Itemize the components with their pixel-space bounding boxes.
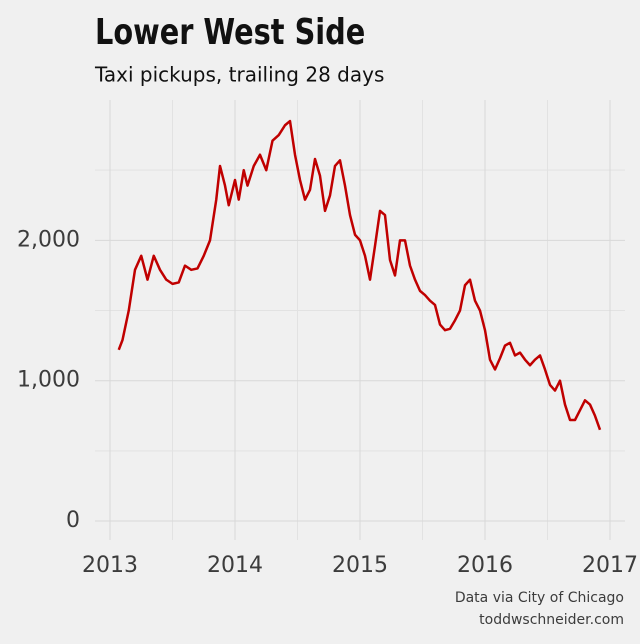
x-tick-label: 2014 [207, 553, 263, 578]
chart-title: Lower West Side [95, 11, 365, 53]
data-line [117, 119, 602, 431]
source-note: Data via City of Chicago [455, 590, 624, 606]
x-tick-label: 2013 [82, 553, 138, 578]
chart-subtitle: Taxi pickups, trailing 28 days [94, 63, 384, 87]
y-tick-label: 0 [66, 508, 80, 533]
x-tick-label: 2015 [332, 553, 388, 578]
y-tick-label: 2,000 [17, 227, 80, 252]
x-tick-label: 2017 [582, 553, 638, 578]
y-tick-label: 1,000 [17, 368, 80, 393]
x-tick-label: 2016 [457, 553, 513, 578]
source-note: toddwschneider.com [479, 612, 624, 628]
